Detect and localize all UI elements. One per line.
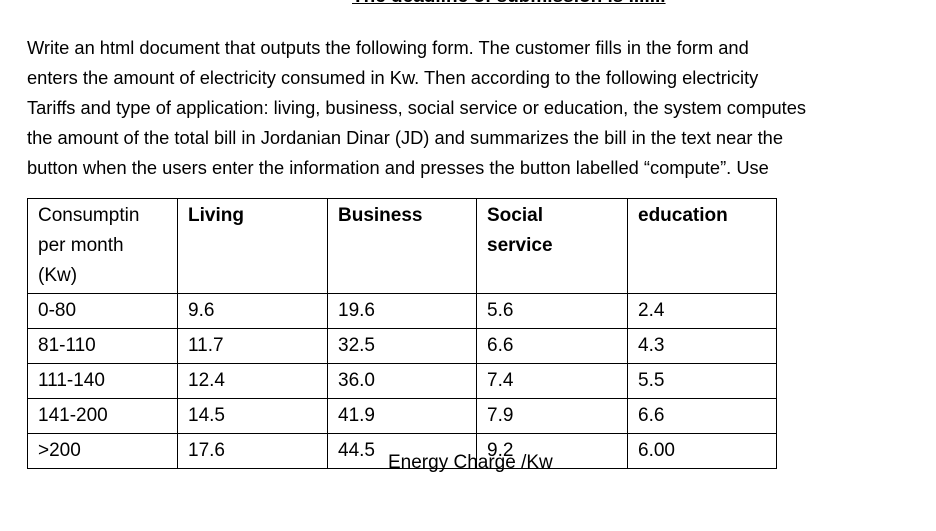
column-header: Social service	[476, 198, 628, 294]
table-cell: 2.4	[627, 293, 777, 329]
table-row: 111-140 12.4 36.0 7.4 5.5	[27, 363, 777, 399]
table-cell: 141-200	[27, 398, 178, 434]
column-header: Consumptin per month (Kw)	[27, 198, 178, 294]
header-line: education	[638, 205, 728, 226]
table-cell: 5.5	[627, 363, 777, 399]
table-row: 81-110 11.7 32.5 6.6 4.3	[27, 328, 777, 364]
table-cell: 11.7	[177, 328, 328, 364]
table-cell: 9.2	[476, 433, 628, 469]
table-cell: 17.6	[177, 433, 328, 469]
header-line: Social	[487, 205, 543, 226]
table-cell: 7.4	[476, 363, 628, 399]
column-header: Business	[327, 198, 477, 294]
table-cell: 12.4	[177, 363, 328, 399]
instructions: Write an html document that outputs the …	[27, 33, 806, 183]
table-cell: 7.9	[476, 398, 628, 434]
tariff-table: Consumptin per month (Kw) Living Business Soc…	[27, 198, 777, 469]
header-line: service	[487, 235, 553, 256]
header-line: Living	[188, 205, 244, 226]
column-header: Living	[177, 198, 328, 294]
table-row: 141-200 14.5 41.9 7.9 6.6	[27, 398, 777, 434]
table-cell: >200	[27, 433, 178, 469]
column-header: education	[627, 198, 777, 294]
paragraph-line: button when the users enter the informat…	[27, 157, 769, 178]
paragraph-line: enters the amount of electricity consume…	[27, 67, 759, 88]
deadline-title: The deadline of submission is .......	[352, 0, 666, 8]
paragraph-line: Write an html document that outputs the …	[27, 37, 749, 58]
table-cell: 9.6	[177, 293, 328, 329]
table-cell: 6.6	[476, 328, 628, 364]
table-cell: 41.9	[327, 398, 477, 434]
table-cell: 6.00	[627, 433, 777, 469]
paragraph-line: Tariffs and type of application: living,…	[27, 97, 807, 118]
table-cell: 32.5	[327, 328, 477, 364]
table-caption: Energy Charge /Kw	[388, 452, 553, 473]
table-cell: 14.5	[177, 398, 328, 434]
header-line: per month	[38, 235, 124, 256]
table-row: >200 17.6 44.5 9.2 6.00	[27, 433, 777, 469]
table-cell: 19.6	[327, 293, 477, 329]
table-row: 0-80 9.6 19.6 5.6 2.4	[27, 293, 777, 329]
paragraph-line: the amount of the total bill in Jordania…	[27, 127, 784, 148]
table-cell: 81-110	[27, 328, 178, 364]
table-cell: 6.6	[627, 398, 777, 434]
table-cell: 5.6	[476, 293, 628, 329]
table-cell: 111-140	[27, 363, 178, 399]
header-line: (Kw)	[38, 265, 78, 286]
table-cell: 4.3	[627, 328, 777, 364]
header-line: Consumptin	[38, 205, 140, 226]
table-cell: 36.0	[327, 363, 477, 399]
table-cell: 0-80	[27, 293, 178, 329]
header-line: Business	[338, 205, 423, 226]
